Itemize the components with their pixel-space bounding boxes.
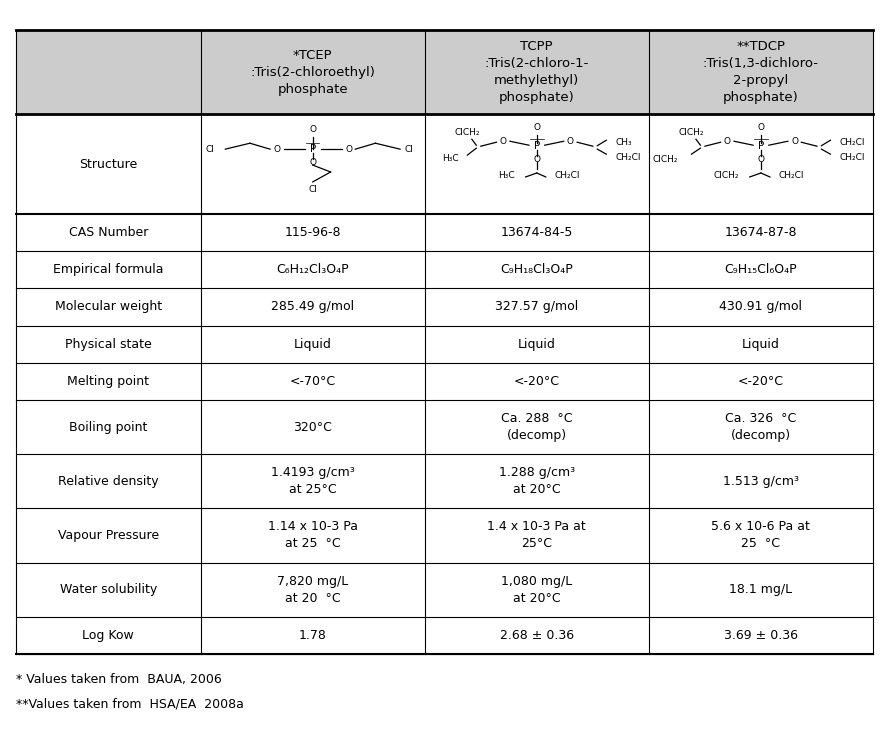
Text: Cl: Cl: [404, 144, 413, 153]
Text: 7,820 mg/L
at 20  °C: 7,820 mg/L at 20 °C: [277, 575, 348, 605]
Text: O: O: [309, 125, 316, 135]
Text: Relative density: Relative density: [58, 475, 158, 488]
Bar: [16, 114, 873, 214]
Text: <-20°C: <-20°C: [738, 375, 784, 388]
Text: O: O: [567, 137, 574, 146]
Text: CAS Number: CAS Number: [68, 226, 148, 239]
Text: Structure: Structure: [79, 157, 138, 171]
Text: Water solubility: Water solubility: [60, 583, 157, 596]
Text: 115-96-8: 115-96-8: [284, 226, 341, 239]
Text: 327.57 g/mol: 327.57 g/mol: [495, 300, 579, 314]
Text: 13674-87-8: 13674-87-8: [725, 226, 797, 239]
Bar: [16, 508, 873, 562]
Text: Empirical formula: Empirical formula: [53, 263, 164, 276]
Bar: [16, 214, 873, 251]
Text: TCPP
:Tris(2-chloro-1-
methylethyl)
phosphate): TCPP :Tris(2-chloro-1- methylethyl) phos…: [485, 40, 589, 104]
Bar: [16, 251, 873, 288]
Bar: [16, 617, 873, 654]
Text: Cl: Cl: [205, 144, 214, 153]
Text: Melting point: Melting point: [68, 375, 149, 388]
Text: 1,080 mg/L
at 20°C: 1,080 mg/L at 20°C: [501, 575, 573, 605]
Text: CH₃: CH₃: [615, 138, 632, 147]
Text: O: O: [500, 137, 507, 146]
Text: 13674-84-5: 13674-84-5: [501, 226, 573, 239]
Text: O: O: [724, 137, 731, 146]
Text: 3.69 ± 0.36: 3.69 ± 0.36: [724, 629, 798, 642]
Text: Log Kow: Log Kow: [83, 629, 134, 642]
Text: 1.288 g/cm³
at 20°C: 1.288 g/cm³ at 20°C: [499, 466, 575, 497]
Text: 285.49 g/mol: 285.49 g/mol: [271, 300, 354, 314]
Text: P: P: [309, 144, 316, 154]
Text: H₃C: H₃C: [498, 172, 515, 181]
Text: <-70°C: <-70°C: [290, 375, 336, 388]
Text: O: O: [533, 154, 541, 163]
Bar: [649, 30, 873, 114]
Text: Physical state: Physical state: [65, 338, 152, 351]
Bar: [16, 454, 873, 508]
Text: 430.91 g/mol: 430.91 g/mol: [719, 300, 803, 314]
Text: 1.513 g/cm³: 1.513 g/cm³: [723, 475, 799, 488]
Text: **Values taken from  HSA/EA  2008a: **Values taken from HSA/EA 2008a: [16, 698, 244, 711]
Text: 2.68 ± 0.36: 2.68 ± 0.36: [500, 629, 574, 642]
Text: 18.1 mg/L: 18.1 mg/L: [729, 583, 792, 596]
Text: Ca. 288  °C
(decomp): Ca. 288 °C (decomp): [501, 412, 573, 442]
Text: O: O: [533, 123, 541, 132]
Text: 1.4 x 10-3 Pa at
25°C: 1.4 x 10-3 Pa at 25°C: [487, 520, 586, 550]
Bar: [16, 30, 201, 114]
Text: ClCH₂: ClCH₂: [454, 129, 480, 138]
Text: O: O: [791, 137, 798, 146]
Text: C₉H₁₅Cl₆O₄P: C₉H₁₅Cl₆O₄P: [725, 263, 797, 276]
Text: *TCEP
:Tris(2-chloroethyl)
phosphate: *TCEP :Tris(2-chloroethyl) phosphate: [250, 49, 375, 96]
Text: O: O: [273, 144, 280, 153]
Text: Liquid: Liquid: [293, 338, 332, 351]
Text: H₃C: H₃C: [442, 154, 459, 163]
Text: Molecular weight: Molecular weight: [55, 300, 162, 314]
Text: C₉H₁₈Cl₃O₄P: C₉H₁₈Cl₃O₄P: [501, 263, 573, 276]
Text: O: O: [309, 157, 316, 166]
Text: O: O: [345, 144, 352, 153]
Text: Ca. 326  °C
(decomp): Ca. 326 °C (decomp): [725, 412, 797, 442]
Text: CH₂Cl: CH₂Cl: [779, 172, 805, 181]
Bar: [16, 288, 873, 326]
Text: ClCH₂: ClCH₂: [678, 129, 704, 138]
Text: 1.78: 1.78: [299, 629, 326, 642]
Bar: [16, 400, 873, 454]
Bar: [425, 30, 649, 114]
Text: **TDCP
:Tris(1,3-dichloro-
2-propyl
phosphate): **TDCP :Tris(1,3-dichloro- 2-propyl phos…: [703, 40, 819, 104]
Text: Liquid: Liquid: [518, 338, 556, 351]
Text: C₆H₁₂Cl₃O₄P: C₆H₁₂Cl₃O₄P: [276, 263, 349, 276]
Text: CH₂Cl: CH₂Cl: [839, 138, 865, 147]
Text: P: P: [757, 141, 764, 151]
Bar: [201, 30, 425, 114]
Text: CH₂Cl: CH₂Cl: [615, 153, 641, 162]
Text: Liquid: Liquid: [742, 338, 780, 351]
Bar: [16, 326, 873, 363]
Text: 5.6 x 10-6 Pa at
25  °C: 5.6 x 10-6 Pa at 25 °C: [711, 520, 811, 550]
Text: ClCH₂: ClCH₂: [713, 172, 739, 181]
Bar: [16, 562, 873, 617]
Text: 1.4193 g/cm³
at 25°C: 1.4193 g/cm³ at 25°C: [271, 466, 355, 497]
Text: * Values taken from  BAUA, 2006: * Values taken from BAUA, 2006: [16, 673, 221, 686]
Text: Vapour Pressure: Vapour Pressure: [58, 529, 159, 542]
Text: O: O: [757, 123, 765, 132]
Text: CH₂Cl: CH₂Cl: [555, 172, 581, 181]
Text: 1.14 x 10-3 Pa
at 25  °C: 1.14 x 10-3 Pa at 25 °C: [268, 520, 357, 550]
Text: <-20°C: <-20°C: [514, 375, 560, 388]
Text: Boiling point: Boiling point: [69, 420, 148, 434]
Text: CH₂Cl: CH₂Cl: [839, 153, 865, 162]
Text: Cl: Cl: [308, 185, 317, 194]
Text: 320°C: 320°C: [293, 420, 332, 434]
Bar: [16, 363, 873, 400]
Text: P: P: [533, 141, 540, 151]
Text: ClCH₂: ClCH₂: [653, 155, 678, 164]
Text: O: O: [757, 154, 765, 163]
